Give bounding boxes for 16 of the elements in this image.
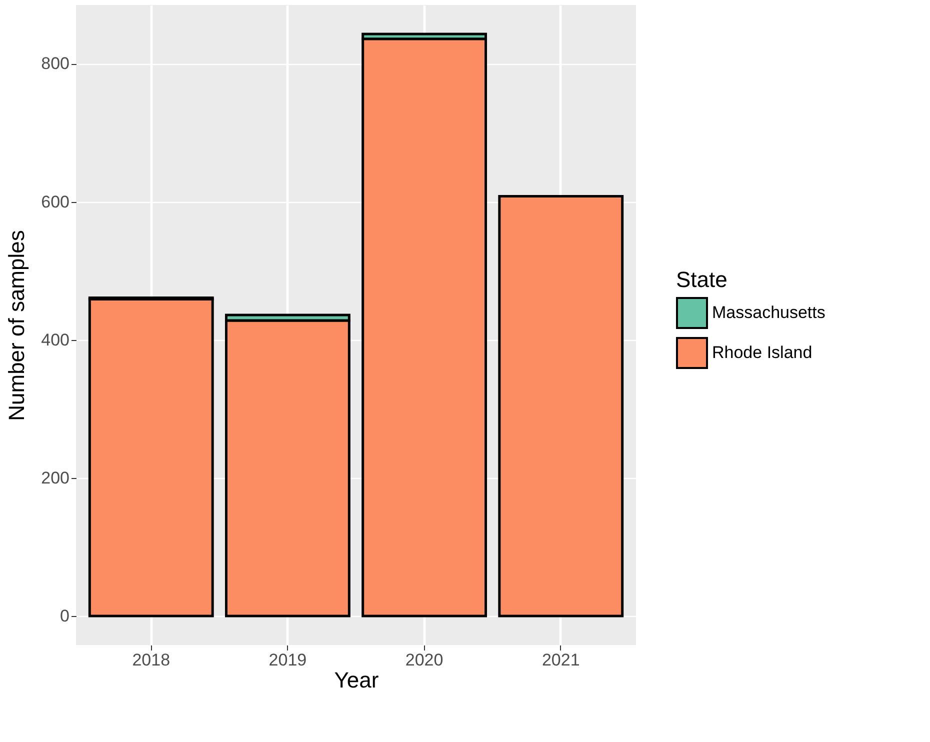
legend-label: Rhode Island (712, 343, 812, 362)
y-tick-label: 600 (41, 192, 70, 212)
y-tick-label: 0 (60, 606, 70, 626)
x-tick-label: 2020 (405, 650, 444, 670)
y-axis-title: Number of samples (4, 230, 30, 421)
x-tick-label: 2018 (132, 650, 170, 670)
y-tick-label: 400 (41, 330, 70, 350)
x-tick-label: 2021 (542, 650, 580, 670)
bar (498, 194, 624, 618)
x-tick-label: 2019 (268, 650, 307, 670)
bar (88, 298, 214, 618)
y-tick-label: 200 (41, 468, 70, 488)
legend-label: Massachusetts (712, 303, 826, 322)
legend-title: State (676, 267, 728, 292)
y-tick-label: 800 (41, 54, 70, 74)
x-axis-title: Year (334, 668, 379, 692)
